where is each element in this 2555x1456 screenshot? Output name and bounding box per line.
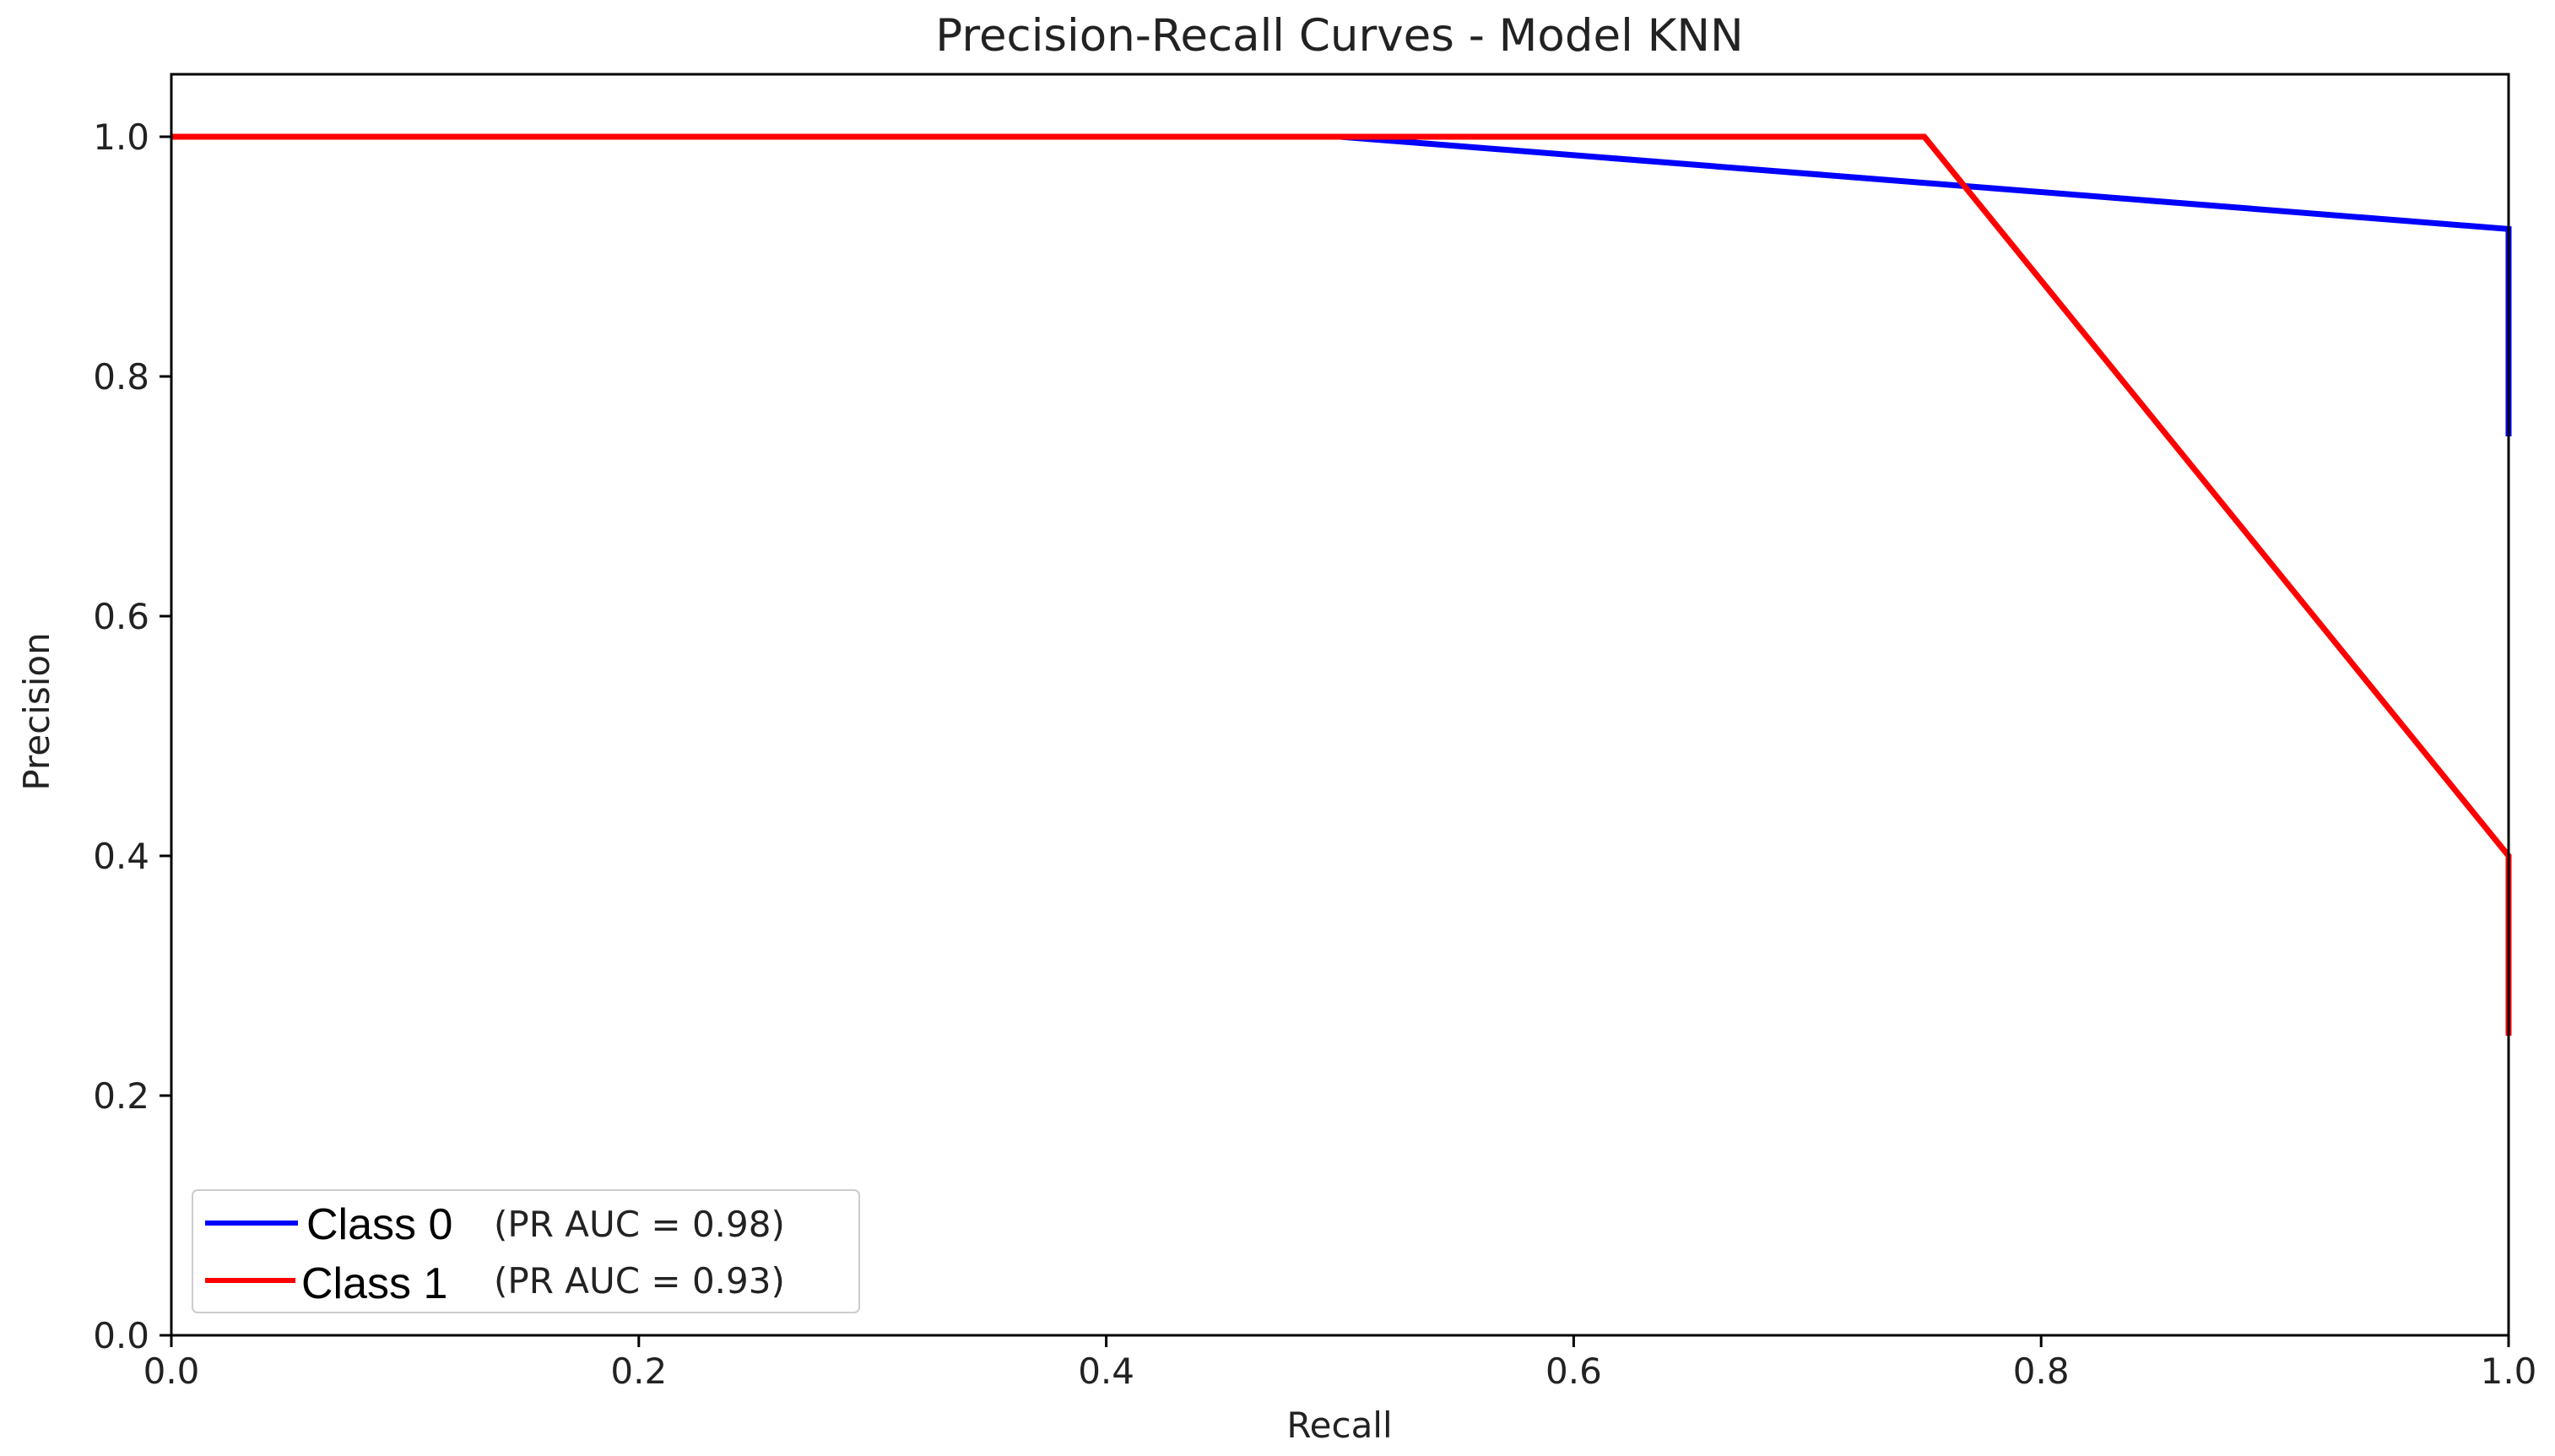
legend: Class 0 (PR AUC = 0.98) Class 1 (PR AUC … bbox=[192, 1189, 860, 1313]
x-axis-label: Recall bbox=[1286, 1405, 1392, 1446]
y-axis-label: Precision bbox=[16, 632, 57, 790]
axes-layer: 0.0 0.2 0.4 0.6 0.8 1.0 0.0 0.2 0.4 0.6 0.8 1.0 bbox=[93, 73, 2537, 1392]
legend-auc-class-1: (PR AUC = 0.93) bbox=[494, 1260, 785, 1302]
x-tick-label: 0.8 bbox=[2013, 1350, 2070, 1392]
x-tick-label: 0.0 bbox=[143, 1350, 200, 1392]
legend-frame bbox=[192, 1189, 860, 1313]
y-tick-label: 0.2 bbox=[93, 1075, 149, 1117]
y-tick-label: 1.0 bbox=[93, 116, 149, 158]
x-tick-label: 1.0 bbox=[2481, 1350, 2537, 1392]
axes-frame bbox=[170, 73, 2510, 1337]
chart-title: Precision-Recall Curves - Model KNN bbox=[935, 10, 1743, 62]
y-tick-label: 0.4 bbox=[93, 836, 149, 877]
y-tick-label: 0.6 bbox=[93, 596, 149, 637]
x-tick-label: 0.2 bbox=[610, 1350, 667, 1392]
legend-label-class-0: Class 0 bbox=[306, 1200, 452, 1249]
x-tick-label: 0.6 bbox=[1545, 1350, 1602, 1392]
y-tick-label: 0.0 bbox=[93, 1315, 149, 1356]
legend-label-class-1: Class 1 bbox=[301, 1259, 447, 1308]
legend-auc-class-0: (PR AUC = 0.98) bbox=[494, 1204, 785, 1245]
y-tick-label: 0.8 bbox=[93, 356, 149, 398]
x-tick-label: 0.4 bbox=[1078, 1350, 1134, 1392]
